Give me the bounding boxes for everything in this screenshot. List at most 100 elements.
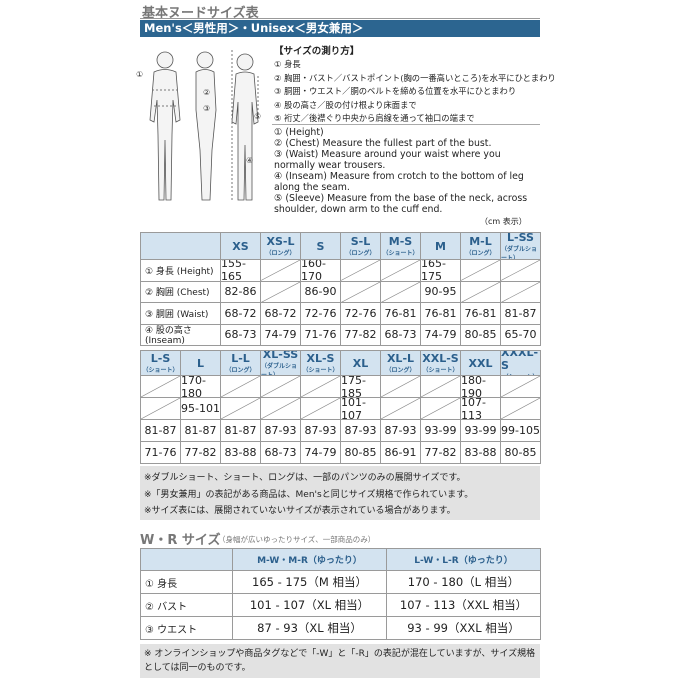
value: 68-73 [224, 328, 257, 342]
measure-jp: ③ 胴囲・ウエスト／胴のベルトを締める位置を水平にひとまわり [274, 86, 517, 96]
measure-en: ② (Chest) Measure the fullest part of th… [274, 138, 492, 149]
measure-en: ⑤ (Sleeve) Measure from the base of the … [274, 193, 528, 215]
value: 80-85 [344, 446, 377, 459]
size-value: 72-76 [340, 302, 381, 325]
empty-diagonal [461, 260, 500, 281]
size-value: 74-79 [300, 441, 341, 464]
wr-value: 107 - 113（XXL 相当） [386, 593, 541, 617]
size: XXL [468, 356, 493, 370]
value: 83-88 [464, 446, 497, 459]
value: 65-70 [504, 328, 537, 342]
row-label: ① 身長 (Height) [140, 259, 221, 282]
value: 71-76 [144, 446, 177, 459]
value: 93 - 99（XXL 相当） [407, 621, 520, 635]
size-value: 101-107 [340, 397, 381, 420]
size-value [140, 375, 181, 398]
size-note: （ショート） [382, 250, 419, 257]
value: 101-107 [341, 397, 366, 420]
size-header: XS-L （ロング） [260, 232, 301, 260]
value: 86-91 [384, 446, 417, 459]
size-header: XXL-S （ショート） [420, 350, 461, 376]
value: 87-93 [264, 424, 297, 437]
value: 87-93 [384, 424, 417, 437]
size-value [500, 397, 541, 420]
size-note: （ロング） [385, 367, 416, 374]
size-value: 155-165 [220, 259, 261, 282]
empty-diagonal [421, 376, 460, 397]
value: 165-175 [421, 259, 446, 282]
size-value: 80-85 [340, 441, 381, 464]
value: 82-86 [224, 285, 257, 299]
size: S-L [350, 235, 371, 248]
size: M [435, 239, 446, 253]
size-value: 77-82 [340, 323, 381, 346]
empty-diagonal [381, 398, 420, 419]
value: 170-180 [181, 375, 206, 398]
measure-en: ① (Height) [274, 127, 324, 138]
size-header: L-L （ロング） [220, 350, 261, 376]
size: XL-SS [262, 350, 299, 361]
empty-diagonal [381, 376, 420, 397]
size-note: （ロング） [225, 367, 256, 374]
measure-jp: ② 胸囲・バスト／バストポイント(胸の一番高いところ)を水平にひとまわり [274, 72, 556, 83]
size-note: （ショート） [302, 367, 339, 374]
divider [272, 124, 540, 125]
label: ① 身長 (Height) [145, 266, 214, 277]
size-value: 81-87 [500, 302, 541, 325]
size-note: （ダブルショート） [261, 362, 298, 376]
size-value: 175-185 [340, 375, 381, 398]
size: M-S [388, 235, 413, 248]
size-note: （ロング） [465, 250, 496, 257]
wr-column: L-W・L-R（ゆったり） [414, 556, 513, 566]
size-note: （ショート） [502, 372, 538, 376]
value: 155-165 [221, 259, 246, 282]
size: L [196, 356, 204, 370]
size-value: 76-81 [420, 302, 461, 325]
value: 71-76 [304, 328, 337, 342]
empty-diagonal [501, 398, 540, 419]
empty-diagonal [381, 260, 420, 281]
size: M-L [469, 235, 492, 248]
note: ※ダブルショート、ショート、ロングは、一部のパンツのみの展開サイズです。 [144, 473, 466, 483]
size-value [460, 280, 501, 303]
empty-diagonal [381, 281, 420, 302]
size-value [420, 375, 461, 398]
label: ① 身長 [145, 578, 178, 590]
value: 76-81 [464, 306, 497, 320]
size-value: 180-190 [460, 375, 501, 398]
value: 87-93 [304, 424, 337, 437]
value: 76-81 [384, 306, 417, 320]
empty-diagonal [501, 260, 540, 281]
size-value [220, 397, 261, 420]
size: XXXL-S [501, 350, 539, 372]
size-header: XL-SS （ダブルショート） [260, 350, 301, 376]
size-value: 107-113 [460, 397, 501, 420]
size: XL-L [386, 352, 415, 365]
size-value: 65-70 [500, 323, 541, 346]
size-value [140, 397, 181, 420]
value: 77-82 [184, 446, 217, 459]
figure-label: ④ [246, 156, 254, 165]
size-note: （ショート） [142, 367, 179, 374]
value: 160-170 [301, 259, 326, 282]
size: XS-L [266, 235, 295, 248]
value: 74-79 [304, 446, 337, 459]
size-value: 93-99 [420, 419, 461, 442]
size-value [420, 397, 461, 420]
size-value: 80-85 [460, 323, 501, 346]
note: ※「男女兼用」の表記がある商品は、Men'sと同じサイズ規格で作られています。 [144, 489, 474, 500]
size-value: 68-73 [260, 441, 301, 464]
size-value: 170-180 [180, 375, 221, 398]
empty-diagonal [341, 260, 380, 281]
size-value: 87-93 [380, 419, 421, 442]
size-value: 68-72 [260, 302, 301, 325]
size-value: 82-86 [220, 280, 261, 303]
size: XL-S [306, 352, 335, 365]
size-header: XS [220, 232, 261, 260]
wr-value: 170 - 180（L 相当） [386, 570, 541, 594]
wr-header: M-W・M-R（ゆったり） [232, 548, 387, 571]
size-value [500, 375, 541, 398]
size-header: S-L （ロング） [340, 232, 381, 260]
size-value: 76-81 [460, 302, 501, 325]
size-value: 95-101 [180, 397, 221, 420]
